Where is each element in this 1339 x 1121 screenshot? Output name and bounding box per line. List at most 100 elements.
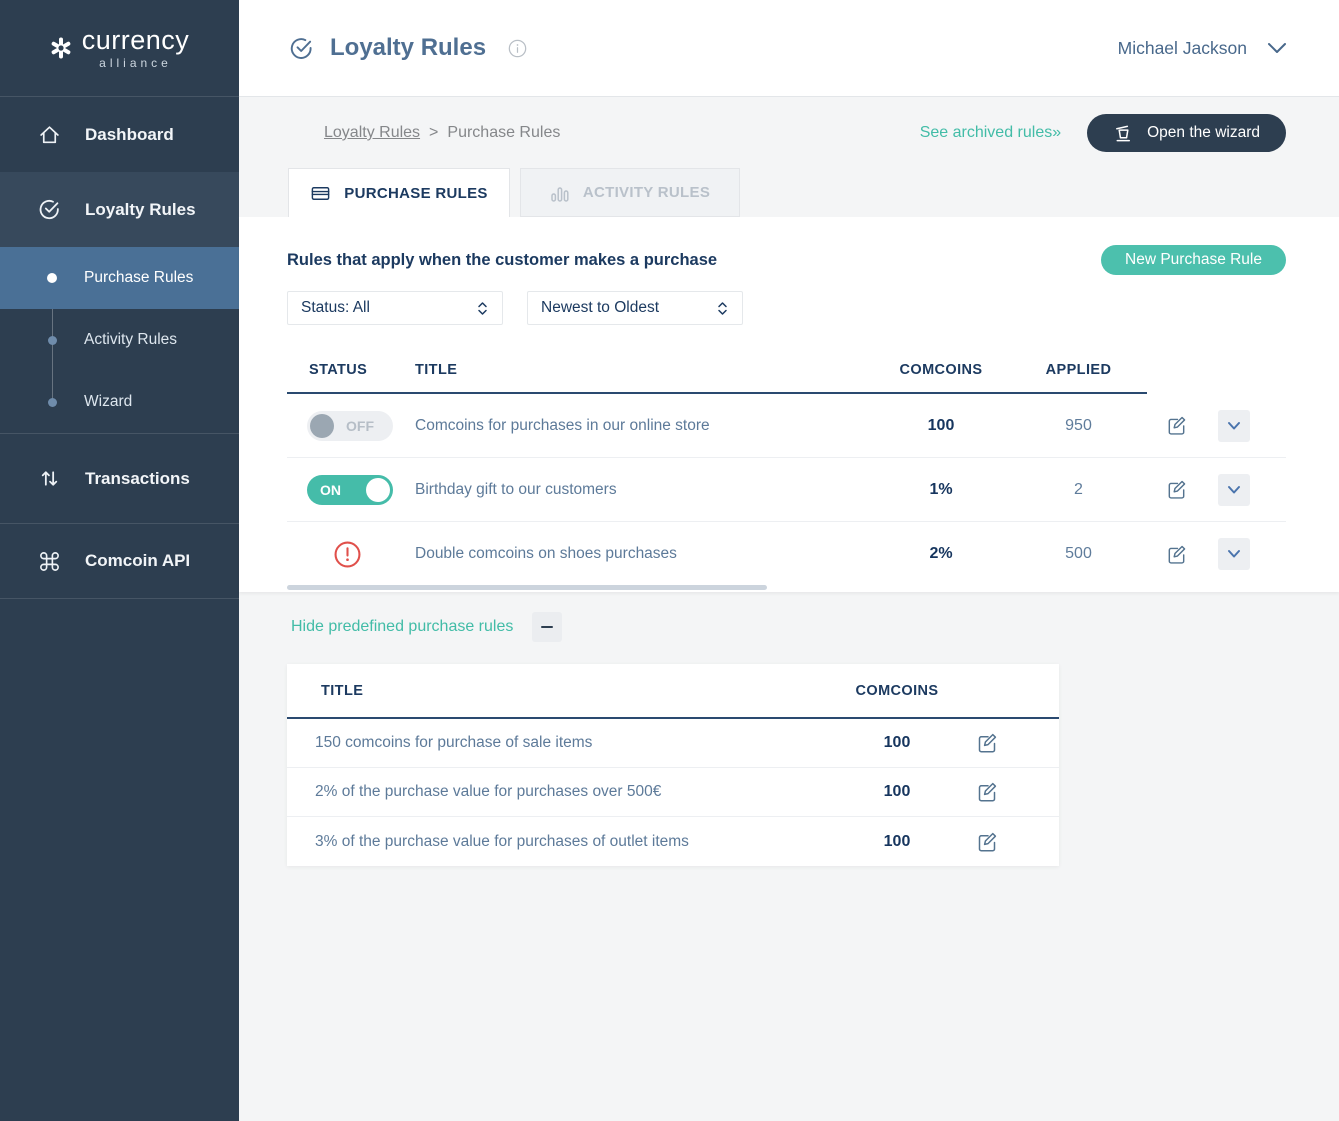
comcoins-value: 100 <box>883 734 911 751</box>
new-purchase-rule-button[interactable]: New Purchase Rule <box>1101 245 1286 275</box>
tab-activity-rules[interactable]: ACTIVITY RULES <box>520 168 740 217</box>
sidebar-subnav: Purchase Rules Activity Rules Wizard <box>0 247 239 433</box>
column-header-comcoins: COMCOINS <box>899 361 983 378</box>
rule-title: 3% of the purchase value for purchases o… <box>315 832 689 850</box>
comcoins-value: 2% <box>929 545 953 562</box>
predefined-rules-table: TITLE COMCOINS 150 comcoins for purchase… <box>287 664 1059 866</box>
sidebar-item-label: Transactions <box>85 468 190 488</box>
rule-title: 2% of the purchase value for purchases o… <box>315 783 662 800</box>
edit-rule-button[interactable] <box>975 780 999 804</box>
expand-row-button[interactable] <box>1218 473 1250 506</box>
filters: Status: All Newest to Oldest <box>287 291 1286 325</box>
applied-value: 2 <box>1074 480 1083 498</box>
toggle-label: ON <box>320 481 341 498</box>
column-header-title: TITLE <box>415 361 458 378</box>
tab-label: PURCHASE RULES <box>344 184 488 202</box>
sidebar-item-comcoin-api[interactable]: Comcoin API <box>0 523 239 599</box>
top-header: Loyalty Rules Michael Jackson <box>239 0 1339 97</box>
sidebar-item-activity-rules[interactable]: Activity Rules <box>0 309 239 371</box>
breadcrumb-separator: > <box>429 124 439 141</box>
main-area: Loyalty Rules Michael Jackson <box>239 0 1339 1121</box>
predefined-table-header: TITLE COMCOINS <box>287 664 1059 719</box>
bullet-icon <box>47 273 57 283</box>
rule-title: Birthday gift to our customers <box>415 480 617 498</box>
predefined-row: 150 comcoins for purchase of sale items … <box>287 719 1059 768</box>
toggle-knob <box>310 413 334 438</box>
edit-rule-button[interactable] <box>1165 543 1188 566</box>
rule-title: 150 comcoins for purchase of sale items <box>315 734 593 751</box>
sidebar-subitem-label: Wizard <box>84 393 133 410</box>
toolbar: Loyalty Rules > Purchase Rules See archi… <box>239 97 1339 152</box>
credit-card-icon <box>310 183 331 204</box>
user-menu[interactable]: Michael Jackson <box>1118 38 1287 59</box>
status-toggle-on[interactable]: ON <box>307 474 393 505</box>
status-filter-value: Status: All <box>301 299 370 316</box>
column-header-applied: APPLIED <box>1045 361 1112 378</box>
comcoins-value: 100 <box>927 416 955 434</box>
sidebar: currency alliance Dashboard Lo <box>0 0 239 1121</box>
sidebar-item-dashboard[interactable]: Dashboard <box>0 97 239 172</box>
sidebar-nav: Dashboard Loyalty Rules Purchase Rules A <box>0 97 239 599</box>
chevron-down-icon <box>1267 42 1287 54</box>
content-area: Loyalty Rules > Purchase Rules See archi… <box>239 97 1339 1121</box>
bar-chart-icon <box>550 183 570 203</box>
column-header-title: TITLE <box>321 682 364 699</box>
edit-rule-button[interactable] <box>1165 414 1188 437</box>
sidebar-item-label: Comcoin API <box>85 551 191 570</box>
open-wizard-button[interactable]: Open the wizard <box>1087 114 1286 152</box>
tab-purchase-rules[interactable]: PURCHASE RULES <box>288 168 510 217</box>
table-header: STATUS TITLE COMCOINS APPLIED <box>287 345 1286 394</box>
bullet-icon <box>48 335 57 345</box>
sidebar-subitem-label: Activity Rules <box>84 331 178 348</box>
applied-value: 500 <box>1065 545 1092 562</box>
collapse-button[interactable] <box>532 612 563 642</box>
warning-icon <box>334 541 415 568</box>
expand-row-button[interactable] <box>1218 409 1250 442</box>
check-circle-icon <box>38 198 61 221</box>
toggle-knob <box>366 477 390 502</box>
predefined-row: 3% of the purchase value for purchases o… <box>287 817 1059 866</box>
brand-name: currency <box>81 25 190 55</box>
status-toggle-off[interactable]: OFF <box>307 410 393 441</box>
edit-rule-button[interactable] <box>975 731 999 755</box>
horizontal-scrollbar[interactable] <box>287 585 767 590</box>
sidebar-item-wizard[interactable]: Wizard <box>0 371 239 433</box>
rule-title: Comcoins for purchases in our online sto… <box>415 416 710 434</box>
sidebar-item-purchase-rules[interactable]: Purchase Rules <box>0 247 239 309</box>
sidebar-item-label: Dashboard <box>85 124 174 144</box>
section-heading: Rules that apply when the customer makes… <box>287 250 718 269</box>
purchase-rules-table: STATUS TITLE COMCOINS APPLIED OFF <box>287 345 1286 586</box>
edit-rule-button[interactable] <box>1165 478 1188 501</box>
table-row: Double comcoins on shoes purchases 2% 50… <box>287 522 1286 586</box>
archived-rules-link[interactable]: See archived rules» <box>919 124 1062 141</box>
sidebar-item-transactions[interactable]: Transactions <box>0 433 239 523</box>
sidebar-item-loyalty-rules[interactable]: Loyalty Rules <box>0 172 239 247</box>
bullet-icon <box>48 397 57 407</box>
tabs: PURCHASE RULES ACTIVITY RULES <box>288 168 1339 217</box>
purchase-rules-panel: Rules that apply when the customer makes… <box>239 217 1339 592</box>
status-filter-dropdown[interactable]: Status: All <box>287 291 503 325</box>
open-wizard-label: Open the wizard <box>1147 124 1260 141</box>
breadcrumb-parent-link[interactable]: Loyalty Rules <box>324 124 421 141</box>
hide-predefined-link[interactable]: Hide predefined purchase rules <box>291 618 514 635</box>
predefined-row: 2% of the purchase value for purchases o… <box>287 768 1059 817</box>
command-icon <box>38 550 61 573</box>
info-icon[interactable] <box>508 39 527 58</box>
minus-icon <box>539 619 555 635</box>
page-title: Loyalty Rules <box>330 34 487 61</box>
user-name: Michael Jackson <box>1117 37 1247 58</box>
sidebar-item-label: Loyalty Rules <box>85 199 196 219</box>
edit-rule-button[interactable] <box>975 830 999 854</box>
check-circle-icon <box>289 36 314 61</box>
brand-logo[interactable]: currency alliance <box>0 0 239 97</box>
comcoins-value: 1% <box>929 480 953 498</box>
tab-label: ACTIVITY RULES <box>582 184 711 201</box>
expand-row-button[interactable] <box>1218 538 1250 570</box>
sort-order-dropdown[interactable]: Newest to Oldest <box>527 291 743 325</box>
sidebar-subitem-label: Purchase Rules <box>84 269 194 286</box>
column-header-status: STATUS <box>309 361 368 378</box>
sort-order-value: Newest to Oldest <box>541 299 660 316</box>
home-icon <box>38 123 61 146</box>
up-down-arrows-icon <box>38 467 61 490</box>
